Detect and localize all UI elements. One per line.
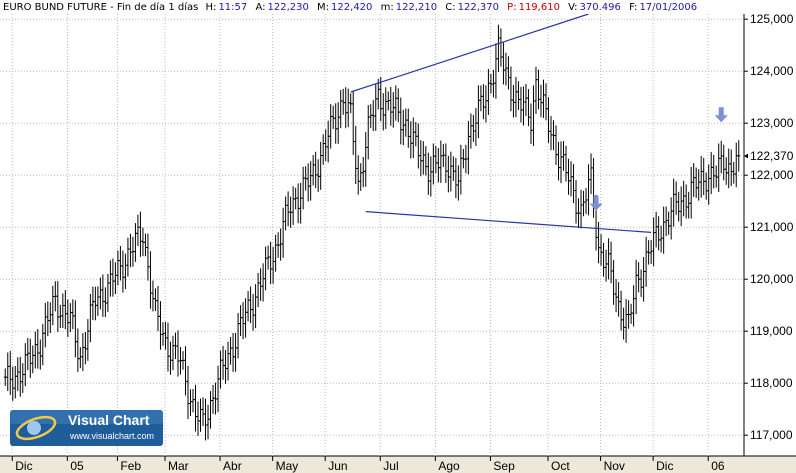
h-label: H:: [206, 2, 217, 13]
h-value: 11:57: [218, 2, 247, 13]
a-label: A:: [255, 2, 265, 13]
logo-highlight: [10, 410, 163, 424]
logo-url: www.visualchart.com: [69, 431, 154, 441]
y-tick-label: 121,000: [750, 220, 794, 234]
y-axis-panel: [744, 14, 796, 456]
y-tick-label: 125,000: [750, 12, 794, 26]
last-price-marker: 122,370: [744, 147, 796, 164]
x-tick-label: Dic: [656, 459, 673, 473]
min-label: m:: [381, 2, 394, 13]
y-tick-label: 118,000: [750, 376, 793, 390]
y-tick-label: 120,000: [750, 272, 794, 286]
header-readout: EURO BUND FUTURE - Fin de día 1 días H: 1…: [3, 1, 697, 13]
x-tick-label: Mar: [168, 459, 189, 473]
a-value: 122,230: [268, 2, 309, 13]
m-label: M:: [317, 2, 329, 13]
ohlc-bar: [737, 140, 741, 172]
header-bar: [0, 0, 700, 14]
c-label: C:: [445, 2, 455, 13]
plot-area[interactable]: [0, 14, 744, 456]
x-axis-panel: [0, 456, 796, 473]
p-value: 119,610: [519, 2, 560, 13]
f-value: 17/01/2006: [639, 2, 697, 13]
x-tick-label: May: [276, 459, 299, 473]
y-tick-labels: 117,000 118,000 119,000 120,000 121,000 122,0…: [744, 12, 794, 442]
last-price-pointer: [744, 152, 749, 159]
x-tick-labels: Dic 05 Feb Mar Abr May Jun Jul Ago Sep Oct Nov Dic 06: [11, 456, 725, 473]
x-tick-label: Dic: [15, 459, 32, 473]
header-separator: -: [107, 2, 117, 13]
x-tick-label: 06: [711, 459, 725, 473]
x-tick-label: Ago: [438, 459, 460, 473]
grid-lines: [0, 14, 744, 456]
x-tick-label: Sep: [493, 459, 515, 473]
min-value: 122,210: [396, 2, 437, 13]
x-tick-label: Feb: [120, 459, 141, 473]
v-label: V:: [568, 2, 577, 13]
last-price-box: [748, 147, 796, 164]
down-arrow-icon: [589, 195, 603, 211]
last-price-label: 122,370: [750, 149, 794, 163]
y-tick-label: 124,000: [750, 64, 794, 78]
x-tick-label: Jul: [383, 459, 398, 473]
m-value: 122,420: [331, 2, 372, 13]
instrument-name: EURO BUND FUTURE: [3, 2, 107, 13]
x-tick-label: Oct: [551, 459, 570, 473]
c-value: 122,370: [458, 2, 499, 13]
down-arrow-icon: [714, 107, 728, 123]
y-tick-label: 123,000: [750, 116, 794, 130]
p-label: P:: [507, 2, 516, 13]
x-tick-label: Jun: [328, 459, 347, 473]
x-tick-label: Nov: [604, 459, 625, 473]
logo-title: Visual Chart: [68, 412, 150, 428]
logo-globe-icon: [27, 421, 41, 435]
trendline-upper: [350, 13, 589, 93]
period-label: Fin de día 1 días: [117, 1, 198, 13]
ohlc-bars: [3, 24, 741, 441]
x-tick-label: 05: [70, 459, 84, 473]
signal-arrows: [589, 107, 728, 211]
y-tick-label: 122,000: [750, 168, 794, 182]
f-label: F:: [629, 2, 637, 13]
visual-chart-logo: Visual Chart www.visualchart.com: [10, 410, 163, 446]
v-value: 370.496: [580, 2, 621, 13]
y-tick-label: 119,000: [750, 324, 793, 338]
y-tick-label: 117,000: [750, 428, 793, 442]
logo-swoosh-icon: [15, 415, 57, 441]
x-tick-label: Abr: [223, 459, 242, 473]
trendlines: [350, 13, 652, 233]
trendline-lower: [365, 211, 652, 233]
